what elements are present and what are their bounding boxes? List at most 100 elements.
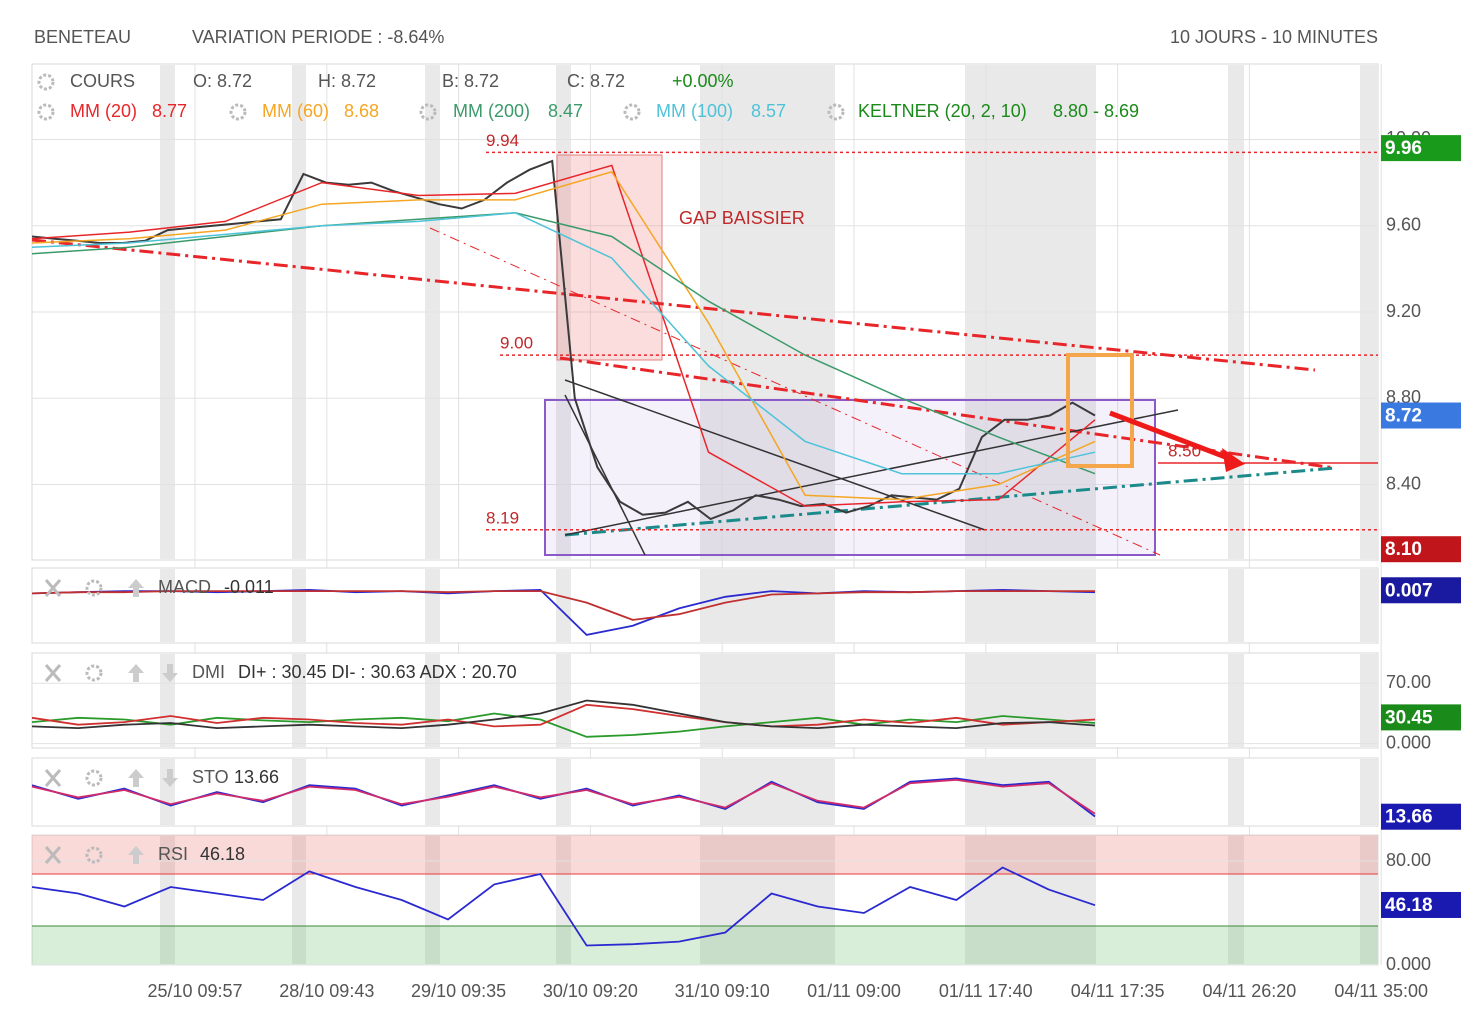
- value-badge: [1381, 803, 1461, 830]
- session-band: [556, 836, 571, 964]
- session-band: [1360, 759, 1378, 825]
- symbol: BENETEAU: [34, 27, 131, 47]
- variation: VARIATION PERIODE : -8.64%: [192, 27, 444, 47]
- gap-annotation: GAP BAISSIER: [679, 208, 805, 228]
- legend-text: C: 8.72: [567, 71, 625, 91]
- session-band: [700, 654, 835, 747]
- badge-label: 8.72: [1385, 406, 1422, 427]
- value-badge: [1381, 704, 1461, 731]
- session-band: [1360, 654, 1378, 747]
- legend-text: MM (100): [656, 101, 733, 121]
- session-band: [965, 569, 1096, 642]
- settings-icon: [623, 103, 641, 121]
- indicator-line: [31, 778, 1096, 815]
- legend-text: +0.00%: [672, 71, 734, 91]
- session-band: [425, 759, 440, 825]
- badge-label: 8.10: [1385, 539, 1422, 560]
- x-tick-label: 04/11 26:20: [1203, 981, 1297, 1001]
- value-badge: [1381, 891, 1461, 918]
- session-band: [1228, 569, 1244, 642]
- badge-label: 0.007: [1385, 580, 1433, 601]
- settings-icon: [229, 103, 247, 121]
- trend-line: [429, 227, 1161, 556]
- highlight-box: [1066, 353, 1134, 468]
- session-band: [425, 836, 440, 964]
- trend-line: [564, 409, 1179, 536]
- x-tick-label: 28/10 09:43: [279, 981, 374, 1001]
- forecast-arrow: [1109, 410, 1229, 461]
- y-tick-label: 80.00: [1386, 850, 1431, 870]
- indicator-reading: -0.011: [224, 577, 274, 597]
- close-icon: [44, 579, 62, 597]
- legend-text: KELTNER (20, 2, 10): [858, 101, 1027, 121]
- trend-line: [564, 394, 646, 556]
- session-band: [292, 569, 306, 642]
- session-band: [556, 759, 571, 825]
- settings-icon: [85, 579, 103, 597]
- close-icon: [44, 846, 62, 864]
- session-band: [160, 569, 175, 642]
- price-line: [31, 159, 1096, 521]
- legend-text: O: 8.72: [193, 71, 252, 91]
- session-band: [1360, 569, 1378, 642]
- session-band: [556, 569, 571, 642]
- settings-icon: [85, 846, 103, 864]
- indicator-line: [31, 703, 1096, 728]
- session-band: [425, 569, 440, 642]
- move-icon: [128, 846, 144, 864]
- session-band: [292, 654, 306, 747]
- session-band: [965, 654, 1096, 747]
- moving-average: [31, 170, 1096, 501]
- indicator-reading: 46.18: [200, 844, 245, 864]
- legend-text: 8.80 - 8.69: [1053, 101, 1139, 121]
- legend-text: 8.77: [152, 101, 187, 121]
- settings-icon: [85, 769, 103, 787]
- level-label: 9.00: [500, 334, 533, 353]
- legend-text: COURS: [70, 71, 135, 91]
- value-badge: [1381, 577, 1461, 604]
- badge-label: 30.45: [1385, 707, 1433, 728]
- session-band: [965, 759, 1096, 825]
- legend-text: 8.57: [751, 101, 786, 121]
- x-tick-label: 30/10 09:20: [543, 981, 638, 1001]
- close-icon: [44, 769, 62, 787]
- value-badge: [1381, 135, 1461, 162]
- session-band: [700, 569, 835, 642]
- indicator-line: [31, 699, 1096, 730]
- trend-line: [31, 238, 1316, 372]
- settings-icon: [419, 103, 437, 121]
- x-tick-label: 31/10 09:10: [675, 981, 770, 1001]
- indicator-line: [31, 590, 1095, 621]
- session-band: [1360, 836, 1378, 964]
- move-icon: [128, 664, 144, 682]
- x-tick-label: 04/11 17:35: [1071, 981, 1165, 1001]
- x-tick-label: 01/11 09:00: [807, 981, 901, 1001]
- badge-label: 46.18: [1385, 895, 1433, 916]
- session-band: [1228, 759, 1244, 825]
- forecast-arrowhead: [1222, 448, 1245, 472]
- level-label: 9.94: [486, 131, 519, 150]
- move-icon: [128, 579, 144, 597]
- session-band: [160, 836, 175, 964]
- legend-text: MM (60): [262, 101, 329, 121]
- session-band: [292, 759, 306, 825]
- settings-icon: [85, 664, 103, 682]
- legend-text: H: 8.72: [318, 71, 376, 91]
- y-tick-label: 70.00: [1386, 672, 1431, 692]
- session-band: [700, 759, 835, 825]
- indicator-name: DMI: [192, 662, 225, 682]
- y-tick-label: 0.000: [1386, 732, 1431, 752]
- y-tick-label: 8.80: [1386, 387, 1421, 407]
- move-icon: [128, 769, 144, 787]
- legend-text: 8.47: [548, 101, 583, 121]
- move-icon: [162, 769, 178, 787]
- period: 10 JOURS - 10 MINUTES: [1170, 27, 1378, 47]
- settings-icon: [37, 73, 55, 91]
- move-icon: [162, 664, 178, 682]
- y-tick-label: 0.000: [1386, 954, 1431, 974]
- legend-text: B: 8.72: [442, 71, 499, 91]
- session-band: [425, 654, 440, 747]
- x-tick-label: 01/11 17:40: [939, 981, 1033, 1001]
- value-badge: [1381, 536, 1461, 563]
